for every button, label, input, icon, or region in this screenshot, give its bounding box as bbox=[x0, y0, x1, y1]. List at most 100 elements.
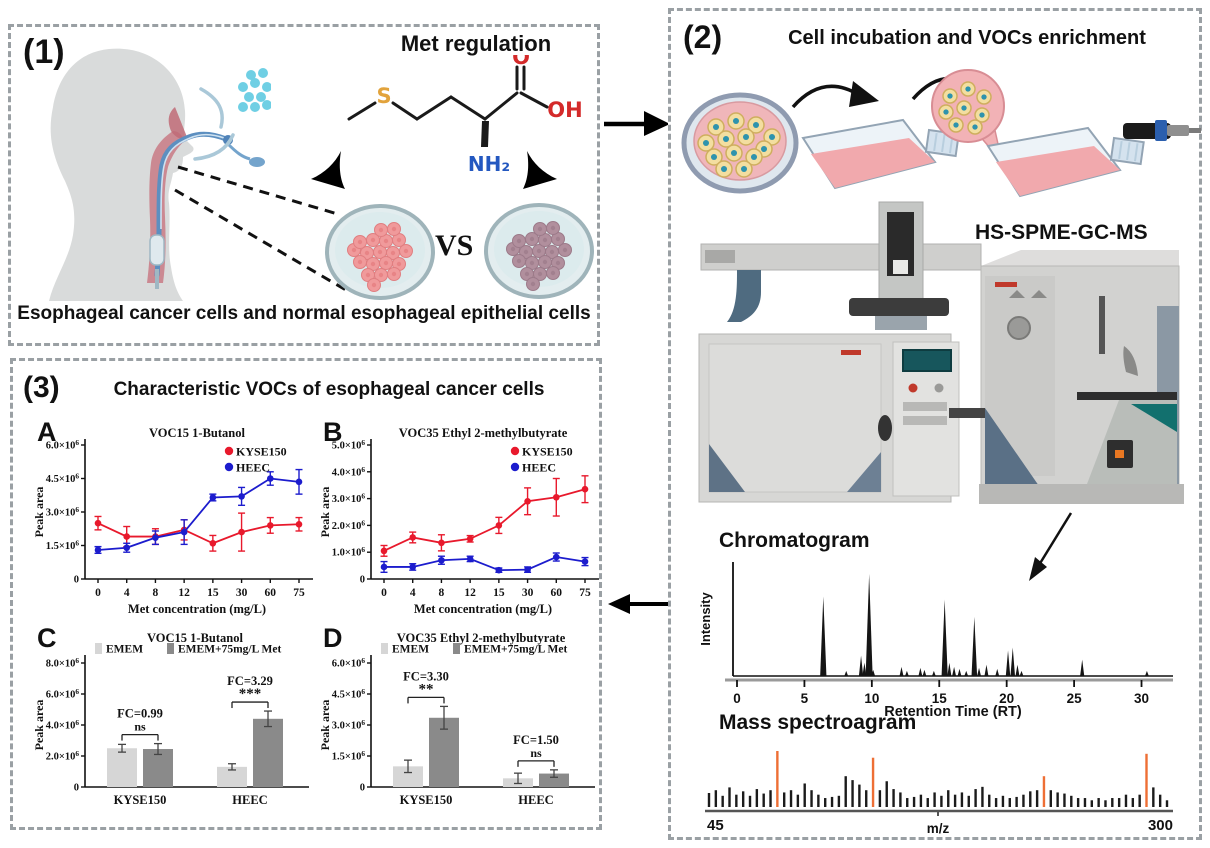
legend-swatch-EMEM bbox=[381, 643, 388, 654]
svg-text:0: 0 bbox=[74, 575, 79, 586]
svg-text:0: 0 bbox=[360, 575, 365, 586]
panel-1: (1) Met regulation bbox=[8, 24, 600, 346]
svg-text:VOC15 1-Butanol: VOC15 1-Butanol bbox=[149, 426, 245, 440]
mass-spec-title: Mass spectroagram bbox=[719, 711, 917, 734]
petri-dish-normal bbox=[484, 203, 594, 299]
svg-text:Met concentration (mg/L): Met concentration (mg/L) bbox=[414, 602, 552, 616]
svg-text:Peak area: Peak area bbox=[319, 700, 332, 751]
panel-1-title: Met regulation bbox=[400, 31, 552, 56]
svg-text:VOC35 Ethyl 2-methylbutyrate: VOC35 Ethyl 2-methylbutyrate bbox=[397, 631, 566, 645]
svg-text:KYSE150: KYSE150 bbox=[400, 793, 453, 807]
svg-text:EMEM: EMEM bbox=[392, 644, 429, 656]
svg-text:15: 15 bbox=[932, 691, 948, 706]
chart-c-letter: C bbox=[37, 623, 57, 653]
svg-text:0: 0 bbox=[95, 587, 101, 599]
gc-autosampler bbox=[700, 201, 982, 330]
svg-text:KYSE150: KYSE150 bbox=[114, 793, 167, 807]
svg-text:EMEM+75mg/L Met: EMEM+75mg/L Met bbox=[178, 644, 281, 656]
legend-marker-HEEC bbox=[224, 462, 234, 472]
svg-text:300: 300 bbox=[1148, 817, 1173, 834]
legend-swatch-EMEM+75mg/L Met bbox=[453, 643, 460, 654]
svg-text:8.0×106: 8.0×106 bbox=[46, 656, 80, 669]
callout-cells bbox=[938, 81, 992, 135]
svg-text:FC=3.30: FC=3.30 bbox=[403, 669, 449, 683]
head-illustration bbox=[49, 48, 271, 301]
pointer-arrow-right-icon bbox=[523, 151, 557, 189]
mass-spectrum-bars bbox=[707, 751, 1169, 807]
svg-text:Intensity: Intensity bbox=[698, 592, 713, 646]
ms-body bbox=[949, 250, 1184, 504]
legend-swatch-EMEM+75mg/L Met bbox=[167, 643, 174, 654]
svg-text:0: 0 bbox=[381, 587, 387, 599]
svg-text:2.0×106: 2.0×106 bbox=[332, 518, 366, 531]
series-KYSE150 bbox=[380, 475, 589, 557]
svg-text:HEEC: HEEC bbox=[232, 793, 267, 807]
svg-text:HEEC: HEEC bbox=[236, 461, 270, 475]
chromatogram-chart: 0 5 10 15 20 25 30 Intensity Retention Time (RT) bbox=[698, 562, 1173, 720]
axes: 0 1.0×106 2.0×106 3.0×106 4.0×106 5.0×106 0 4 8 1… bbox=[332, 438, 599, 599]
zoom-dashed-lines bbox=[174, 165, 352, 295]
svg-text:ns: ns bbox=[530, 746, 542, 760]
chart-a-letter: A bbox=[37, 417, 57, 447]
svg-text:30: 30 bbox=[1134, 691, 1149, 706]
svg-text:12: 12 bbox=[464, 587, 476, 599]
svg-text:4: 4 bbox=[124, 587, 130, 599]
svg-text:30: 30 bbox=[522, 587, 534, 599]
svg-text:Retention Time (RT): Retention Time (RT) bbox=[884, 704, 1022, 720]
panel-2: (2) Cell incubation and VOCs enrichment bbox=[668, 8, 1202, 840]
panel-2-title: Cell incubation and VOCs enrichment bbox=[788, 27, 1146, 49]
transfer-arrow-1-icon bbox=[791, 81, 879, 109]
svg-text:20: 20 bbox=[999, 691, 1014, 706]
amine-label: NH₂ bbox=[468, 152, 510, 176]
svg-text:3.0×106: 3.0×106 bbox=[332, 492, 366, 505]
bar-HEEC-EMEM bbox=[217, 766, 247, 787]
culture-flask-1-icon bbox=[801, 118, 960, 190]
panel-3-number: (3) bbox=[23, 371, 60, 404]
series-HEEC bbox=[380, 552, 589, 574]
svg-text:25: 25 bbox=[1067, 691, 1083, 706]
svg-text:3.0×106: 3.0×106 bbox=[46, 505, 80, 518]
chromatogram-title: Chromatogram bbox=[719, 529, 870, 552]
arrow-to-chromatogram-icon bbox=[1029, 512, 1073, 581]
svg-text:6.0×106: 6.0×106 bbox=[46, 438, 80, 451]
svg-text:0: 0 bbox=[733, 691, 741, 706]
chromatogram-peaks bbox=[820, 574, 1149, 676]
culture-petri-dish-icon bbox=[681, 92, 799, 194]
chart-voc15-line: VOC15 1-Butanol 0 1.5×106 3.0×106 4.5×106 6.0… bbox=[33, 426, 313, 616]
molecule-bonds bbox=[347, 65, 549, 121]
culture-flask-2-icon bbox=[986, 126, 1145, 198]
svg-text:Met concentration (mg/L): Met concentration (mg/L) bbox=[128, 602, 266, 616]
svg-text:45: 45 bbox=[707, 817, 724, 834]
vs-label: VS bbox=[435, 229, 474, 262]
panel-3-title: Characteristic VOCs of esophageal cancer… bbox=[113, 379, 545, 400]
petri-dish-cancer bbox=[325, 204, 435, 300]
chart-d-letter: D bbox=[323, 623, 343, 653]
svg-text:15: 15 bbox=[207, 587, 219, 599]
arrow-panel2-to-panel3-icon bbox=[608, 594, 668, 614]
svg-text:3.0×106: 3.0×106 bbox=[332, 718, 366, 731]
oxygen-atom-label: O bbox=[512, 55, 530, 69]
svg-text:8: 8 bbox=[439, 587, 445, 599]
bar-KYSE150-EMEM bbox=[107, 748, 137, 787]
panel-1-caption: Esophageal cancer cells and normal esoph… bbox=[17, 303, 591, 324]
spme-fiber-icon bbox=[1123, 120, 1201, 141]
breath-particles-icon bbox=[238, 68, 271, 112]
svg-text:VOC35 Ethyl 2-methylbutyrate: VOC35 Ethyl 2-methylbutyrate bbox=[399, 426, 568, 440]
svg-text:12: 12 bbox=[178, 587, 190, 599]
significance-HEEC: ***FC=3.29 bbox=[227, 674, 273, 709]
panel-3: (3) Characteristic VOCs of esophageal ca… bbox=[10, 358, 602, 830]
mass-spectrum-chart: 45 300 m/z bbox=[705, 751, 1173, 836]
legend-swatch-EMEM bbox=[95, 643, 102, 654]
legend-marker-HEEC bbox=[510, 462, 520, 472]
svg-text:***: *** bbox=[239, 686, 262, 702]
normal-cell-cluster bbox=[506, 221, 572, 291]
svg-text:2.0×106: 2.0×106 bbox=[46, 749, 80, 762]
panel-2-number: (2) bbox=[683, 19, 723, 55]
svg-text:1.5×106: 1.5×106 bbox=[46, 539, 80, 552]
svg-text:FC=3.29: FC=3.29 bbox=[227, 674, 273, 688]
svg-text:15: 15 bbox=[493, 587, 505, 599]
cancer-cell-cluster bbox=[347, 222, 413, 292]
svg-text:75: 75 bbox=[579, 587, 591, 599]
